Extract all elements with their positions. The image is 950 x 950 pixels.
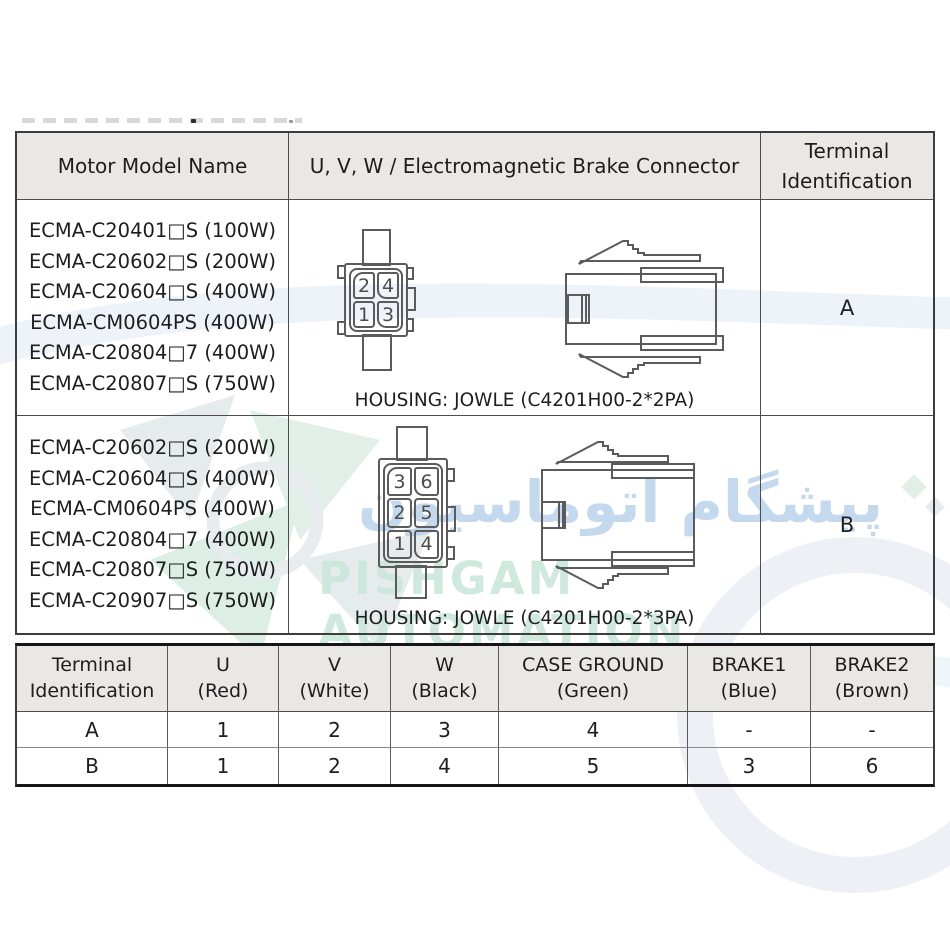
header-label: Motor Model Name (57, 154, 248, 178)
pin-grid: 2 4 1 3 (349, 268, 403, 332)
motor-model: ECMA-CM0604PS (400W) (30, 497, 275, 520)
connector-side-view (565, 240, 724, 378)
housing-caption: HOUSING: JOWLE (C4201H00-2*2PA) (354, 390, 695, 411)
cropped-text-remnant (22, 118, 302, 123)
header-label: U, V, W / Electromagnetic Brake Connecto… (309, 154, 740, 178)
pin-cell: 5 (414, 498, 439, 528)
terminal-pin-table: Terminal Identification U (Red) V (White… (15, 643, 935, 787)
row-b-v: 2 (279, 748, 391, 784)
motor-model: ECMA-C20807□S (750W) (28, 558, 277, 581)
connector-side-view (541, 441, 695, 589)
col-header-v-white: V (White) (279, 646, 391, 712)
motor-model: ECMA-C20804□7 (400W) (28, 527, 277, 551)
terminal-id-value: A (839, 295, 855, 320)
motor-model: ECMA-C20602□S (200W) (28, 249, 277, 273)
header-line1: Terminal (51, 653, 133, 676)
motor-model: ECMA-C20602□S (200W) (28, 436, 277, 459)
ink-speck (191, 119, 196, 123)
row2-connector-cell: 3 6 2 5 1 4 HOUSING: (289, 416, 761, 633)
connector-bottom-tab (362, 334, 392, 371)
col-header-brake2-brown: BRAKE2 (Brown) (811, 646, 933, 712)
header-line2: (Green) (556, 679, 630, 702)
row-a-w: 3 (391, 712, 499, 748)
header-line2: (Blue) (720, 679, 778, 702)
pin-cell: 1 (353, 301, 375, 328)
connector-body: 3 6 2 5 1 4 (378, 458, 448, 568)
header-line1: BRAKE2 (834, 653, 910, 676)
header-line1: W (435, 653, 454, 676)
header-line2: (Red) (197, 679, 249, 702)
pin-cell: 3 (377, 301, 399, 328)
row-b-brake2: 6 (865, 754, 879, 778)
row1-motor-models-cell: ECMA-C20401□S (100W) ECMA-C20602□S (200W… (17, 200, 289, 416)
motor-model: ECMA-C20401□S (100W) (28, 219, 277, 242)
housing-caption: HOUSING: JOWLE (C4201H00-2*3PA) (354, 608, 695, 629)
header-line1: CASE GROUND (522, 653, 664, 676)
pin-cell: 3 (387, 467, 412, 497)
col-header-w-black: W (Black) (391, 646, 499, 712)
row1-terminal-id-cell: A (761, 200, 933, 416)
col-header-brake1-blue: BRAKE1 (Blue) (688, 646, 811, 712)
header-label-line2: Identification (781, 169, 913, 193)
header-line1: BRAKE1 (711, 653, 787, 676)
col-header-u-red: U (Red) (168, 646, 279, 712)
row-b-u: 1 (168, 748, 279, 784)
header-line2: (White) (299, 679, 370, 702)
row-b-terminal: B (17, 748, 168, 784)
connector-bottom-tab (395, 565, 427, 599)
terminal-id-value: B (839, 512, 855, 537)
four-pin-connector-front-view: 2 4 1 3 (334, 224, 426, 374)
header-line1: U (216, 653, 230, 676)
row-a-u: 1 (168, 712, 279, 748)
header-motor-model-name: Motor Model Name (17, 133, 289, 200)
row-a-v: 2 (279, 712, 391, 748)
motor-connector-table: Motor Model Name U, V, W / Electromagnet… (15, 131, 935, 635)
pin-cell: 2 (353, 272, 375, 299)
header-terminal-identification: Terminal Identification (761, 133, 933, 200)
col-header-terminal-identification: Terminal Identification (17, 646, 168, 712)
motor-model: ECMA-C20807□S (750W) (28, 371, 277, 395)
pin-grid: 3 6 2 5 1 4 (383, 463, 443, 563)
pin-cell: 1 (387, 529, 412, 559)
pin-cell: 4 (414, 529, 439, 559)
header-uvw-brake-connector: U, V, W / Electromagnetic Brake Connecto… (289, 133, 761, 200)
motor-model: ECMA-C20804□7 (400W) (28, 341, 277, 364)
row-b-w: 4 (391, 748, 499, 784)
pin-cell: 6 (414, 467, 439, 497)
motor-model-list: ECMA-C20602□S (200W) ECMA-C20604□S (400W… (17, 416, 288, 633)
connector-top-tab (396, 426, 428, 461)
row-a-case-ground: 4 (499, 712, 688, 748)
header-line2: (Black) (411, 679, 478, 702)
header-line2: (Brown) (834, 679, 910, 702)
motor-model: ECMA-C20604□S (400W) (28, 466, 277, 490)
motor-model: ECMA-C20604□S (400W) (28, 280, 277, 303)
connector-top-tab (362, 229, 391, 266)
header-label-line1: Terminal (804, 139, 890, 163)
pin-cell: 4 (377, 272, 399, 299)
row-b-case-ground: 5 (499, 748, 688, 784)
pin-cell: 2 (387, 498, 412, 528)
header-line1: V (328, 653, 341, 676)
connector-body: 2 4 1 3 (344, 263, 408, 337)
row-a-brake2: - (811, 712, 933, 748)
motor-model: ECMA-C20907□S (750W) (28, 588, 277, 612)
row-a-terminal: A (17, 712, 168, 748)
ink-speck (289, 120, 293, 123)
six-pin-connector-front-view: 3 6 2 5 1 4 (376, 424, 476, 600)
row2-terminal-id-cell: B (761, 416, 933, 633)
motor-model: ECMA-CM0604PS (400W) (30, 310, 275, 334)
row-a-brake1: - (688, 712, 811, 748)
row1-connector-cell: 2 4 1 3 HOUSING: JOWLE (C4201H00-2*2PA) (289, 200, 761, 416)
row2-motor-models-cell: ECMA-C20602□S (200W) ECMA-C20604□S (400W… (17, 416, 289, 633)
header-line2: Identification (29, 679, 155, 702)
row-b-brake1: 3 (688, 748, 811, 784)
col-header-case-ground-green: CASE GROUND (Green) (499, 646, 688, 712)
motor-model-list: ECMA-C20401□S (100W) ECMA-C20602□S (200W… (17, 200, 288, 415)
